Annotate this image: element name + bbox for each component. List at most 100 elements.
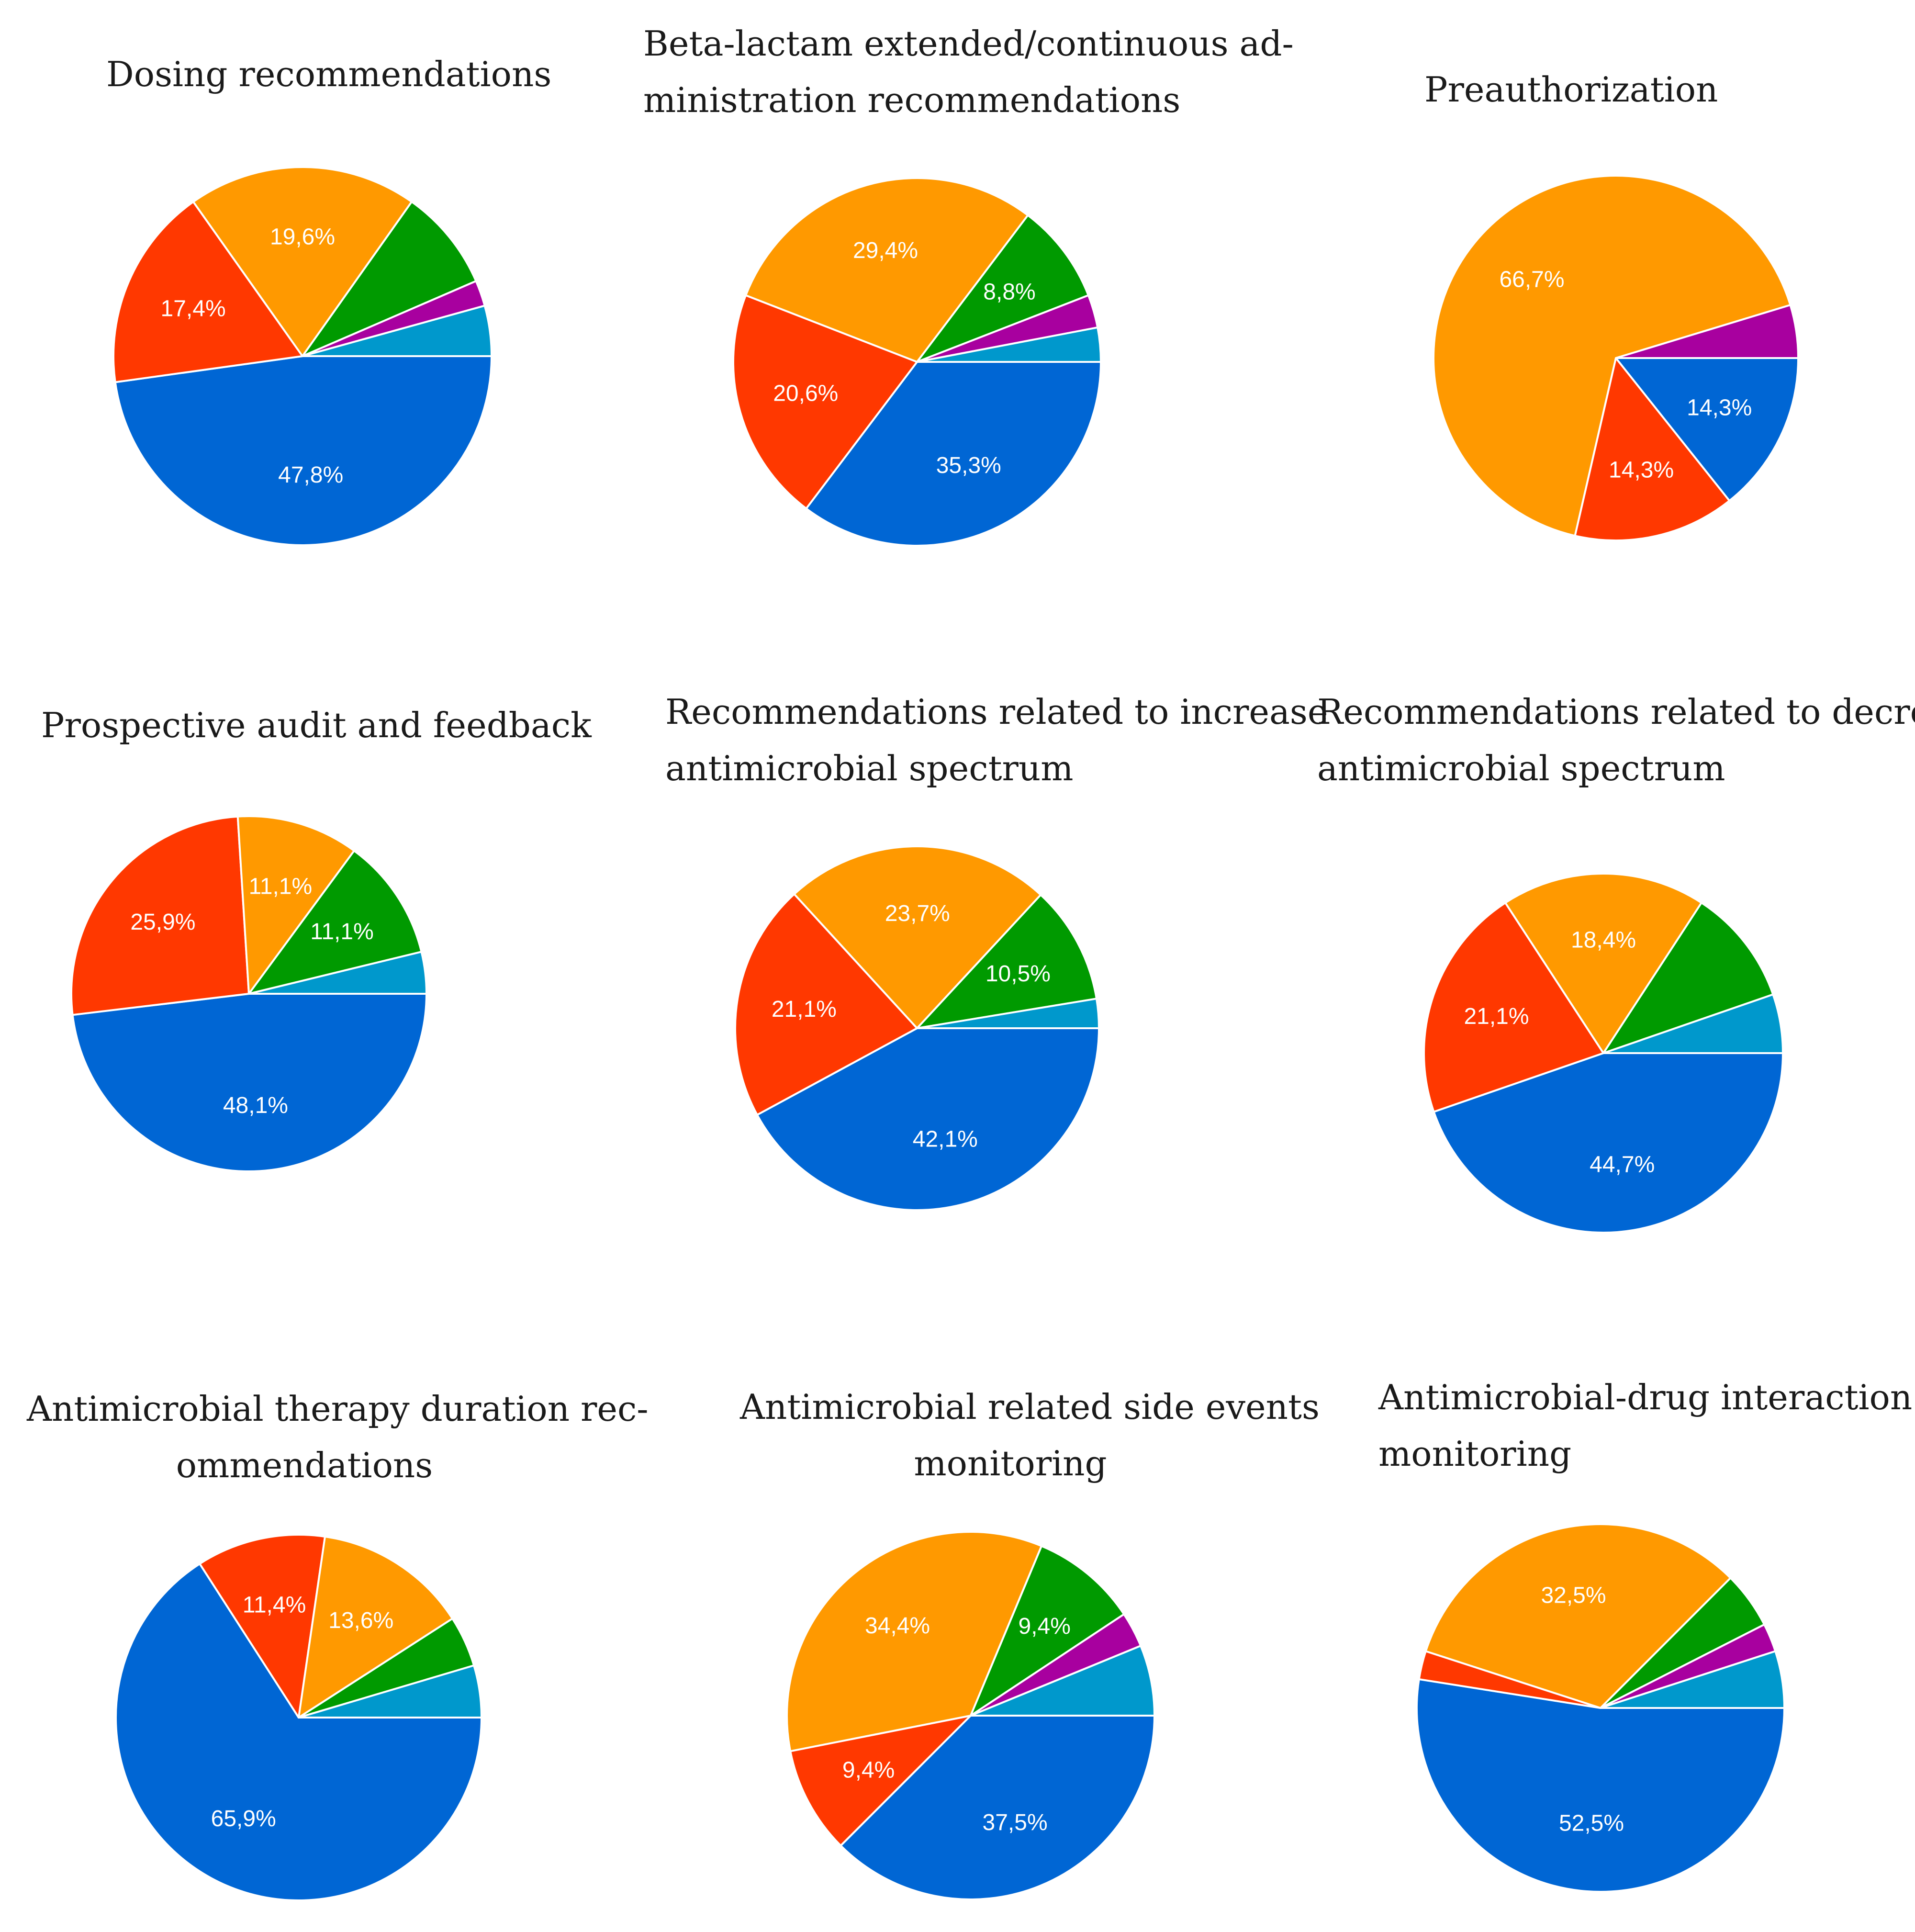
slice-label: 21,1% [772, 997, 837, 1022]
pie-slice-orange [793, 845, 1042, 1029]
slice-label: 19,6% [270, 225, 335, 250]
pie-slice-cyan [302, 304, 493, 357]
chart-title-therapy-duration: Antimicrobial therapy duration rec- omme… [27, 1381, 649, 1494]
slice-label: 11,1% [310, 919, 374, 944]
slice-label: 10,5% [985, 961, 1051, 987]
pie-slice-red [732, 294, 918, 510]
chart-title-dosing: Dosing recommendations [106, 46, 552, 102]
chart-title-line: Antimicrobial-drug interaction [1378, 1377, 1913, 1417]
slice-label: 44,7% [1590, 1152, 1655, 1178]
chart-title-line: ommendations [176, 1445, 433, 1485]
chart-title-line: Recommendations related to increase [665, 692, 1328, 732]
pie-slice-red [1423, 901, 1604, 1113]
chart-title-line: Prospective audit and feedback [41, 705, 592, 745]
slice-label: 42,1% [913, 1127, 978, 1152]
pie-chart-2: 35,3% 20,6% 29,4% 8,8% [732, 177, 1102, 547]
pie-slice-orange [745, 177, 1029, 363]
pie-slice-green [916, 214, 1089, 363]
chart-title-line: monitoring [914, 1443, 1107, 1483]
pie-slice-red [789, 1715, 972, 1847]
slice-label: 11,4% [243, 1592, 306, 1617]
pie-slice-blue [1433, 1052, 1784, 1234]
pie-slice-red [199, 1534, 326, 1719]
chart-title-side-events: Antimicrobial related side events monito… [740, 1379, 1320, 1492]
pie-slice-purple [1615, 304, 1799, 359]
pie-chart-4: 48,1% 25,9% 11,1% 11,1% [70, 815, 427, 1172]
pie-slice-red [734, 893, 918, 1116]
slice-label: 9,4% [1018, 1614, 1070, 1639]
chart-title-line: Preauthorization [1424, 69, 1718, 110]
slice-label: 14,3% [1609, 458, 1674, 483]
pie-slice-blue [114, 355, 493, 546]
chart-title-line: ministration recommendations [643, 80, 1181, 120]
chart-title-line: Beta-lactam extended/continuous ad- [643, 23, 1294, 64]
chart-title-decrease-spectrum: Recommendations related to decrease anti… [1317, 684, 1915, 797]
pie-slice-red [112, 201, 303, 383]
pie-chart-9: 52,5% 32,5% [1416, 1523, 1785, 1893]
slice-label: 37,5% [983, 1810, 1048, 1835]
chart-title-prospective-audit: Prospective audit and feedback [41, 697, 592, 753]
chart-title-line: Antimicrobial related side events [740, 1387, 1320, 1427]
pie-chart-7: 65,9% 11,4% 13,6% [115, 1534, 482, 1901]
pie-slice-cyan [1600, 1650, 1785, 1709]
pie-slice-cyan [298, 1664, 482, 1719]
slice-label: 21,1% [1464, 1004, 1529, 1029]
slice-label: 35,3% [936, 453, 1001, 478]
pie-slice-cyan [248, 951, 427, 995]
slice-label: 48,1% [223, 1093, 288, 1118]
pie-slice-green [916, 894, 1097, 1029]
pie-slice-blue [840, 1715, 1155, 1900]
pie-chart-5: 42,1% 21,1% 23,7% 10,5% [734, 845, 1100, 1211]
pie-slice-green [302, 201, 477, 357]
pie-slice-green [248, 850, 423, 995]
chart-title-preauthorization: Preauthorization [1424, 61, 1759, 118]
chart-title-drug-interaction: Antimicrobial-drug interaction monitorin… [1378, 1369, 1913, 1482]
pie-slice-blue [1416, 1678, 1785, 1893]
chart-title-line: Antimicrobial therapy duration rec- [27, 1389, 649, 1429]
pie-slice-cyan [1602, 993, 1784, 1054]
pie-slice-blue [71, 993, 427, 1172]
slice-label: 66,7% [1499, 267, 1564, 292]
slice-label: 23,7% [885, 901, 950, 926]
chart-title-line: Dosing recommendations [106, 54, 552, 94]
pie-slice-orange [192, 166, 413, 357]
pie-slice-orange [298, 1535, 454, 1719]
slice-label: 20,6% [773, 381, 838, 406]
slice-label: 9,4% [842, 1757, 895, 1783]
pie-slice-green [1602, 901, 1774, 1054]
pie-slice-blue [805, 361, 1102, 547]
chart-title-line: Recommendations related to decrease [1317, 692, 1915, 732]
pie-slice-cyan [916, 998, 1100, 1029]
pie-slice-blue [756, 1027, 1100, 1211]
slice-label: 17,4% [161, 296, 226, 322]
pie-slice-orange [236, 815, 355, 995]
pie-slice-cyan [916, 326, 1102, 363]
slice-label: 47,8% [278, 462, 343, 488]
slice-label: 29,4% [853, 238, 918, 263]
chart-title-line: antimicrobial spectrum [665, 748, 1074, 788]
chart-title-beta-lactam: Beta-lactam extended/continuous ad- mini… [643, 15, 1294, 128]
slice-label: 8,8% [983, 280, 1035, 305]
pie-slice-orange [1504, 873, 1702, 1054]
pie-slice-blue [1615, 357, 1799, 502]
slice-label: 32,5% [1541, 1583, 1606, 1608]
chart-title-line: antimicrobial spectrum [1317, 748, 1725, 788]
slice-label: 13,6% [328, 1608, 393, 1633]
slice-label: 11,1% [249, 874, 313, 899]
pie-slice-orange [1433, 175, 1792, 537]
chart-title-line: monitoring [1378, 1434, 1572, 1474]
chart-title-increase-spectrum: Recommendations related to increase anti… [665, 684, 1328, 797]
pie-slice-red [1574, 357, 1731, 541]
pie-slice-green [970, 1545, 1125, 1717]
pie-slice-cyan [970, 1645, 1155, 1717]
slice-label: 18,4% [1571, 927, 1636, 953]
slice-label: 52,5% [1559, 1811, 1624, 1836]
pie-chart-1: 47,8% 17,4% 19,6% [112, 166, 493, 546]
slice-label: 65,9% [211, 1806, 276, 1831]
slice-label: 34,4% [865, 1613, 930, 1639]
pie-chart-3: 14,3% 14,3% 66,7% [1433, 175, 1799, 541]
pie-chart-8: 37,5% 9,4% 34,4% 9,4% [786, 1531, 1155, 1900]
pie-slice-orange [1424, 1523, 1732, 1709]
